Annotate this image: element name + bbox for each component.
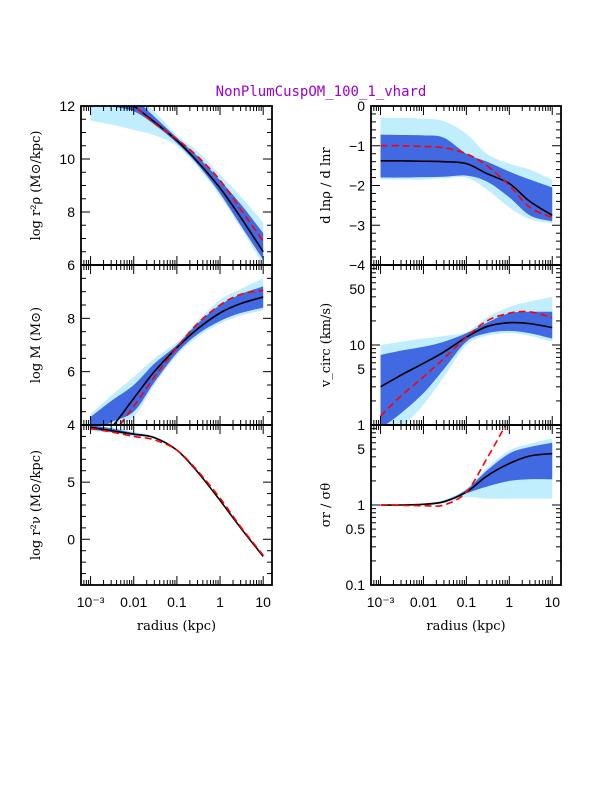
y-axis-label: σr / σθ: [319, 483, 334, 528]
y-tick-label: 0.5: [346, 521, 366, 537]
x-tick-label: 0.01: [410, 594, 437, 610]
model-line: [132, 106, 264, 242]
y-tick-label: −4: [349, 257, 365, 273]
inner-confidence-band: [90, 425, 264, 557]
model-line: [380, 144, 553, 219]
panel-log-mass: 4 6 8 log M (M⊙): [29, 264, 273, 433]
plot-area: [380, 117, 553, 224]
median-line: [132, 106, 264, 253]
y-tick-label: −3: [349, 217, 365, 233]
panel-anisotropy: 0.1 0.5 1 5 10⁻³ 0.01 0.1 1 10 radius (kpc) σr / σ…: [319, 424, 562, 634]
y-tick-label: 0: [67, 531, 75, 547]
y-tick-label: 1: [357, 417, 365, 433]
y-tick-label: 0.1: [346, 577, 366, 593]
inner-confidence-band: [380, 442, 553, 506]
y-tick-label: 5: [357, 441, 365, 457]
model-line: [90, 427, 264, 556]
x-tick-label: 0.1: [167, 594, 187, 610]
y-axis-label: log r²ρ (M⊙/kpc): [29, 131, 44, 241]
median-line: [112, 296, 264, 425]
figure-title: NonPlumCuspOM_100_1_vhard: [216, 84, 427, 100]
x-axis-label: radius (kpc): [426, 619, 505, 634]
x-tick-label: 10: [255, 594, 271, 610]
y-tick-label: 1: [357, 497, 365, 513]
y-tick-label: −2: [349, 178, 365, 194]
plot-area: [90, 425, 264, 558]
y-tick-label: 6: [67, 257, 75, 273]
plot-area: [90, 278, 264, 425]
y-tick-label: 50: [349, 281, 365, 297]
y-tick-label: 4: [67, 417, 75, 433]
y-tick-label: 10: [349, 337, 365, 353]
model-line: [379, 310, 553, 417]
panel-circular-velocity: 1 5 10 50 v_circ (km/s): [319, 264, 562, 433]
x-tick-label: 1: [505, 594, 513, 610]
y-tick-label: 8: [67, 310, 75, 326]
y-tick-label: 6: [67, 364, 75, 380]
y-tick-label: −1: [349, 138, 365, 154]
plot-area: [90, 106, 264, 265]
plot-area: [380, 425, 553, 508]
y-tick-label: 0: [357, 98, 365, 114]
panel-log-density: 6 8 10 12 log r²ρ (M⊙/kpc): [29, 98, 273, 273]
y-tick-label: 10: [59, 151, 75, 167]
y-axis-label: d lnρ / d lnr: [319, 146, 334, 223]
y-axis-label: log M (M⊙): [29, 307, 44, 383]
y-tick-label: 8: [67, 204, 75, 220]
y-axis-label: v_circ (km/s): [319, 303, 334, 388]
x-axis-label: radius (kpc): [137, 619, 216, 634]
y-axis-label: log r²ν (M⊙/kpc): [29, 450, 44, 560]
panel-frame: [80, 105, 273, 266]
y-tick-label: 5: [67, 474, 75, 490]
x-tick-label: 10⁻³: [367, 594, 395, 610]
x-tick-label: 1: [216, 594, 224, 610]
plot-area: [379, 296, 553, 425]
y-tick-label: 5: [357, 361, 365, 377]
outer-confidence-band: [90, 425, 264, 558]
median-line: [90, 426, 264, 557]
inner-confidence-band: [380, 134, 553, 222]
panel-log-tracer-density: 0 5 10⁻³ 0.01 0.1 1 10 radius (kpc) log r²ν (M⊙/…: [29, 424, 273, 634]
inner-confidence-band: [90, 286, 264, 425]
y-tick-label: 12: [59, 98, 75, 114]
x-tick-label: 10⁻³: [77, 594, 105, 610]
panel-log-slope: 0 −1 −2 −3 −4 d lnρ / d lnr: [319, 98, 562, 273]
x-tick-label: 0.1: [457, 594, 477, 610]
x-tick-label: 10: [544, 594, 560, 610]
x-tick-label: 0.01: [120, 594, 147, 610]
median-line: [380, 160, 553, 216]
